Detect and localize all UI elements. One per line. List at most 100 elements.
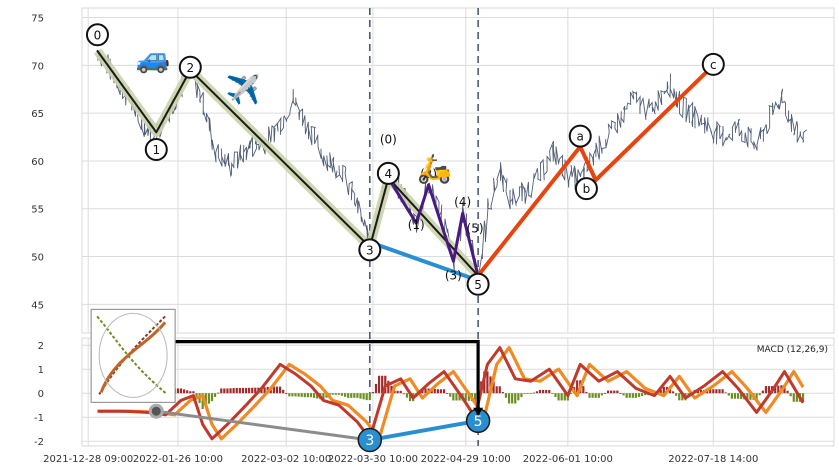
macd-histogram-bar <box>387 380 390 394</box>
macd-histogram-bar <box>254 387 257 394</box>
macd-histogram-bar <box>504 393 508 398</box>
macd-histogram-bar <box>399 390 402 394</box>
macd-histogram-bar <box>235 387 238 394</box>
macd-histogram-bar <box>616 390 619 394</box>
macd-histogram-bar <box>464 393 467 401</box>
macd-histogram-bar <box>498 386 501 394</box>
car-icon: 🚙 <box>136 41 171 74</box>
macd-histogram-bar <box>545 389 548 394</box>
macd-histogram-bar <box>777 385 780 394</box>
macd-histogram-bar <box>699 389 703 394</box>
macd-y-tick-label: 0 <box>38 389 44 400</box>
macd-histogram-bar <box>591 393 594 398</box>
macd-histogram-bar <box>709 389 712 394</box>
price-y-tick-label: 60 <box>31 157 44 168</box>
wave-circle-marker: 1 <box>144 137 168 161</box>
macd-histogram-bar <box>442 389 446 394</box>
macd-histogram-bar <box>631 393 634 398</box>
macd-divergence-marker: 5 <box>465 408 491 434</box>
macd-histogram-bar <box>662 386 665 394</box>
thumbnail-curve <box>99 321 167 393</box>
wave-trend-line-0 <box>96 50 480 277</box>
macd-histogram-bar <box>473 393 477 402</box>
macd-histogram-bar <box>467 393 470 401</box>
macd-histogram-bar <box>761 390 764 394</box>
x-tick-label: 2021-12-28 09:00 <box>43 454 133 465</box>
macd-histogram-bar <box>337 393 340 395</box>
wave-circle-marker: c <box>701 52 725 76</box>
macd-histogram-bar <box>356 393 359 398</box>
wave-sub-label: (5) <box>467 222 484 236</box>
macd-histogram-bar <box>625 393 628 398</box>
macd-histogram-bar <box>634 393 638 398</box>
macd-histogram-bar <box>455 393 458 401</box>
macd-histogram-bar <box>306 393 310 398</box>
wave-circle-marker: 0 <box>85 23 109 47</box>
macd-histogram-bar <box>179 388 183 394</box>
macd-histogram-bar <box>724 392 727 394</box>
macd-histogram-bar <box>204 393 207 407</box>
macd-histogram-bar <box>278 386 282 394</box>
x-tick-label: 2022-06-01 10:00 <box>523 454 613 465</box>
wave-circle-marker: 5 <box>466 272 490 296</box>
scooter-icon: 🛵 <box>417 152 452 185</box>
x-tick-label: 2022-04-29 10:00 <box>421 454 511 465</box>
macd-histogram-bar <box>294 393 297 397</box>
macd-histogram-bar <box>439 389 443 394</box>
macd-histogram-bar <box>585 391 588 394</box>
macd-histogram-bar <box>733 393 737 399</box>
wave-circle-label: 5 <box>474 278 482 292</box>
macd-histogram-bar <box>801 393 805 402</box>
macd-histogram-bar <box>282 389 285 394</box>
price-y-tick-label: 75 <box>31 14 44 25</box>
macd-histogram-bar <box>619 392 622 394</box>
macd-histogram-bar <box>628 393 631 398</box>
macd-histogram-bar <box>248 387 251 394</box>
wave-circle <box>144 137 168 161</box>
macd-histogram-bar <box>606 390 610 394</box>
macd-histogram-bar <box>331 393 334 395</box>
macd-y-tick-label: -1 <box>34 413 44 424</box>
macd-histogram-bar <box>622 393 625 396</box>
x-tick-label: 2022-03-02 10:00 <box>241 454 331 465</box>
macd-histogram-bar <box>458 393 461 401</box>
thumbnail-ellipse <box>98 312 168 398</box>
divergence-circle <box>357 427 383 453</box>
macd-histogram-bar <box>514 393 517 404</box>
macd-histogram-bar <box>678 393 681 401</box>
macd-histogram-bar <box>511 393 514 404</box>
wave-circle-marker: 2 <box>178 55 202 79</box>
macd-histogram-bar <box>507 393 511 404</box>
macd-histogram-bar <box>675 393 678 396</box>
macd-histogram-bar <box>535 391 539 394</box>
wave-circle <box>466 272 490 296</box>
macd-histogram-bar <box>223 388 226 394</box>
macd-histogram-bar <box>405 393 409 398</box>
macd-histogram-bar <box>396 390 399 394</box>
wave-circle-marker: b <box>574 177 598 201</box>
macd-histogram-bar <box>727 393 730 396</box>
price-y-tick-label: 55 <box>31 205 44 216</box>
macd-histogram-bar <box>285 393 288 394</box>
macd-histogram-bar <box>542 389 545 394</box>
wave-sub-label: (2) <box>420 167 437 181</box>
wave-circle-label: a <box>577 130 584 144</box>
thumbnail-curve <box>96 315 168 396</box>
macd-histogram-bar <box>300 393 303 397</box>
macd-histogram-bar <box>746 393 749 400</box>
macd-histogram-bar <box>659 389 662 394</box>
macd-histogram-bar <box>368 393 371 401</box>
macd-histogram-bar <box>213 393 217 397</box>
wave-circle <box>574 177 598 201</box>
macd-histogram-bar <box>316 393 319 399</box>
wave-circle <box>701 52 725 76</box>
macd-histogram-bar <box>786 390 789 394</box>
wave-trend-line-1 <box>386 176 480 278</box>
wave-trend-line-3 <box>367 240 481 283</box>
macd-divergence-line <box>369 418 479 442</box>
macd-histogram-bar <box>557 393 560 401</box>
price-y-tick-label: 65 <box>31 109 44 120</box>
macd-histogram-bar <box>347 393 350 398</box>
macd-histogram-bar <box>551 393 554 394</box>
